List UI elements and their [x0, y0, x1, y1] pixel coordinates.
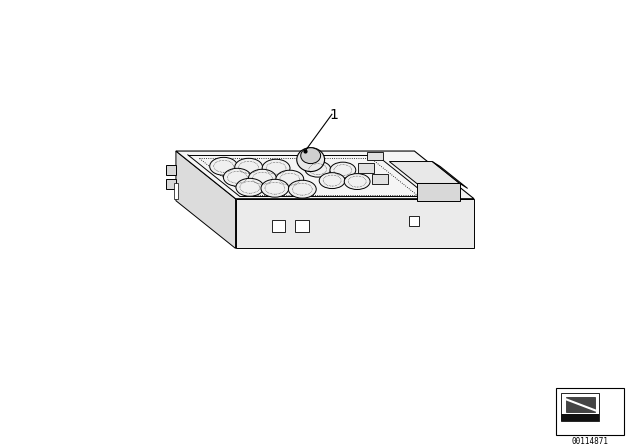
Polygon shape: [174, 183, 178, 199]
Ellipse shape: [248, 169, 276, 187]
Ellipse shape: [276, 170, 304, 188]
Polygon shape: [372, 174, 388, 184]
Ellipse shape: [305, 161, 331, 177]
Ellipse shape: [236, 178, 264, 196]
Polygon shape: [166, 165, 176, 175]
Polygon shape: [410, 216, 419, 226]
Polygon shape: [389, 162, 460, 184]
Ellipse shape: [330, 162, 356, 178]
Polygon shape: [166, 179, 176, 189]
Polygon shape: [561, 393, 599, 421]
Text: 00114871: 00114871: [572, 437, 609, 446]
Text: 1: 1: [330, 108, 339, 122]
Ellipse shape: [289, 180, 316, 198]
Polygon shape: [176, 151, 236, 248]
Ellipse shape: [262, 159, 290, 177]
Polygon shape: [367, 152, 383, 160]
Ellipse shape: [344, 174, 370, 190]
Polygon shape: [432, 162, 468, 189]
Ellipse shape: [235, 158, 262, 176]
Polygon shape: [295, 220, 309, 232]
Ellipse shape: [297, 148, 324, 172]
Polygon shape: [417, 184, 460, 201]
Ellipse shape: [301, 148, 321, 164]
Polygon shape: [271, 220, 285, 232]
Polygon shape: [236, 199, 474, 248]
Ellipse shape: [261, 179, 289, 197]
Bar: [557, 388, 624, 435]
Ellipse shape: [210, 157, 237, 175]
Ellipse shape: [223, 168, 252, 186]
Polygon shape: [176, 151, 474, 199]
Ellipse shape: [319, 172, 345, 189]
Polygon shape: [561, 414, 599, 421]
Polygon shape: [358, 163, 374, 172]
Polygon shape: [566, 397, 595, 412]
